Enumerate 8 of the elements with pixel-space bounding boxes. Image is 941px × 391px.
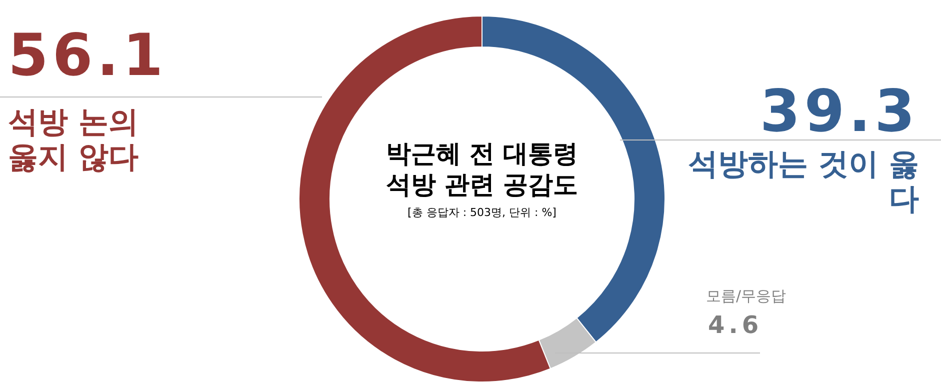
data-label: 56.1 bbox=[8, 21, 168, 89]
data-label: 4.6 bbox=[708, 311, 763, 340]
text: [총 응답자 : 503명, 단위 : %] bbox=[406, 204, 558, 220]
slice-label: 석방 논의 옳지 않다 bbox=[8, 105, 140, 175]
data-label: 39.3 bbox=[760, 77, 919, 145]
text: 박근혜 전 대통령 석방 관련 공감도 bbox=[384, 138, 580, 200]
slice-label: 석방하는 것이 옳다 bbox=[687, 147, 919, 217]
slice-label: 모름/무응답 bbox=[706, 287, 786, 306]
